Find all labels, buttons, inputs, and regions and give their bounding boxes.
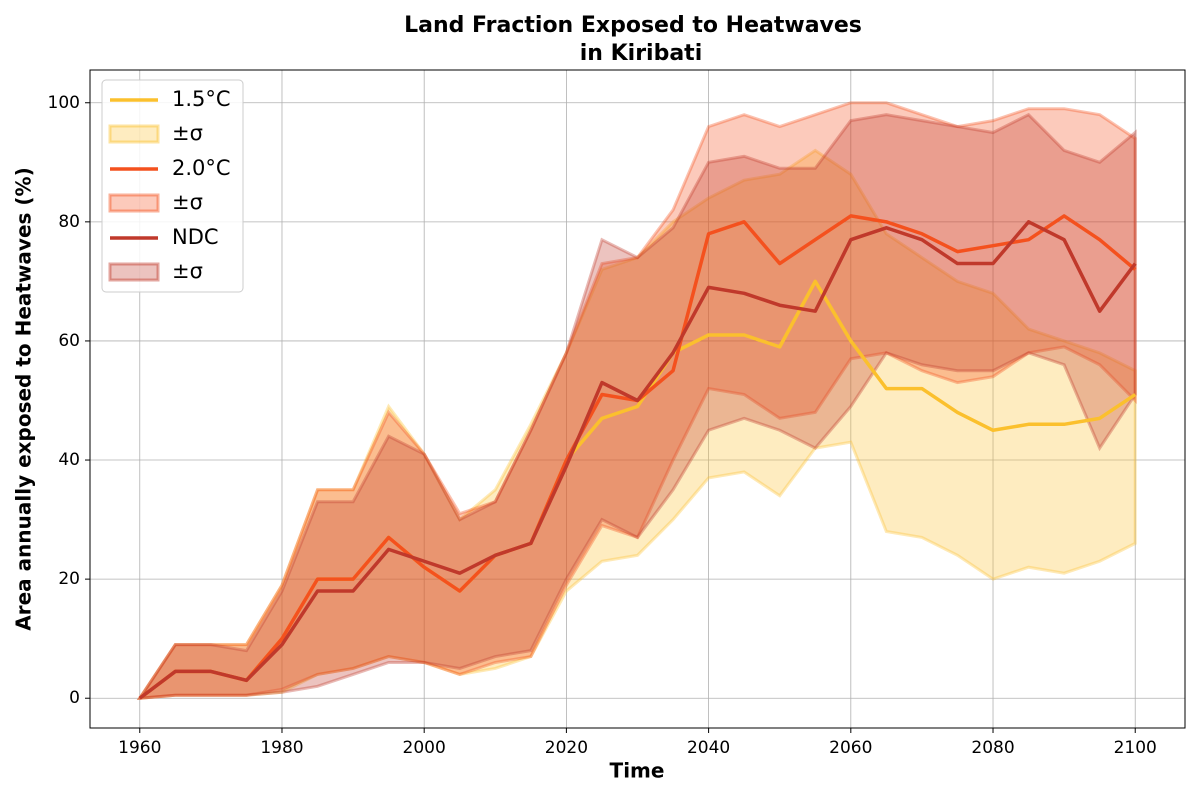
legend-band: [108, 124, 160, 144]
legend-label: ±σ: [172, 121, 203, 145]
chart-title: in Kiribati: [580, 41, 703, 66]
x-tick-label: 2020: [545, 738, 588, 758]
y-tick-label: 80: [58, 212, 80, 232]
band: [136, 148, 1137, 700]
x-tick-label: 2060: [829, 738, 872, 758]
legend-band: [108, 262, 160, 282]
legend-label: 1.5°C: [172, 87, 231, 111]
x-tick-label: 2080: [971, 738, 1014, 758]
y-axis-label: Area annually exposed to Heatwaves (%): [12, 167, 36, 630]
y-tick-label: 20: [58, 569, 80, 589]
legend-label: NDC: [172, 225, 219, 249]
y-tick-label: 100: [48, 93, 80, 113]
legend-band: [108, 193, 160, 213]
legend-label: ±σ: [172, 190, 203, 214]
plot-frame: [89, 69, 1186, 729]
x-axis-label: Time: [610, 759, 665, 783]
x-tick-label: 1980: [260, 738, 303, 758]
x-tick-label: 2000: [403, 738, 446, 758]
legend-label: 2.0°C: [172, 156, 231, 180]
x-tick-label: 2040: [687, 738, 730, 758]
y-tick-label: 0: [69, 688, 80, 708]
legend-label: ±σ: [172, 259, 203, 283]
y-tick-label: 60: [58, 331, 80, 351]
y-tick-label: 40: [58, 450, 80, 470]
x-tick-label: 1960: [118, 738, 161, 758]
line: [138, 220, 1137, 700]
chart-title: Land Fraction Exposed to Heatwaves: [404, 13, 862, 38]
x-tick-label: 2100: [1114, 738, 1157, 758]
